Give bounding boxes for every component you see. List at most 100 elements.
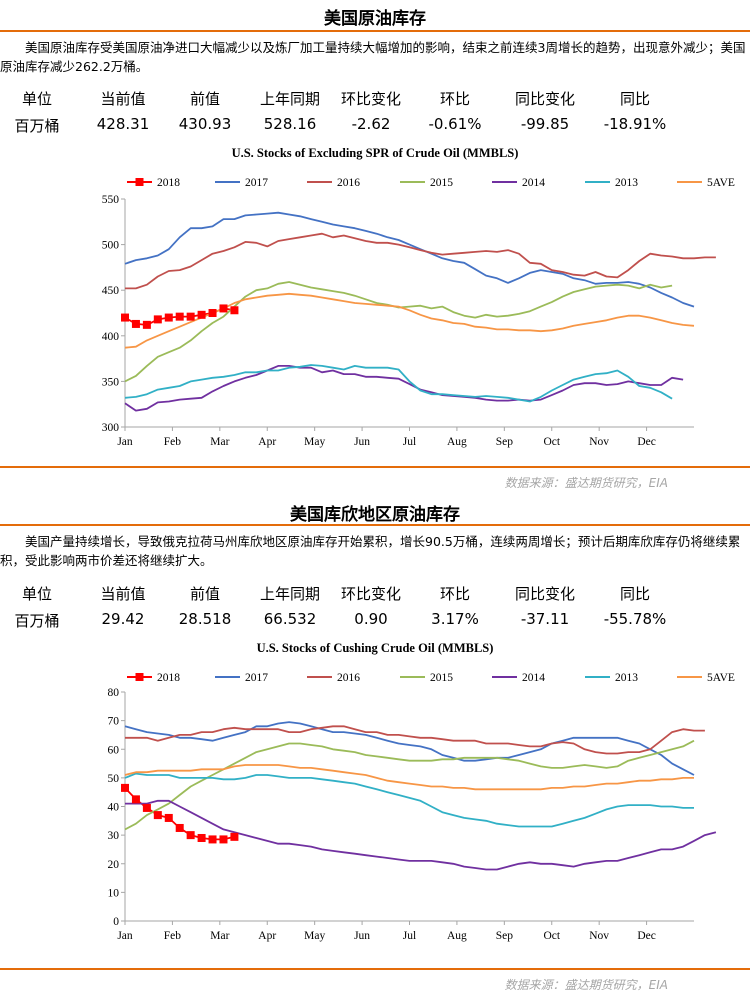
stats-value-cell: 528.16 [263,115,317,133]
y-tick-label: 0 [113,916,119,928]
divider [0,466,750,468]
data-point-2018 [175,312,184,321]
x-tick-label: Jan [117,930,133,942]
data-point-2018 [219,835,228,844]
stats-value-cell: 430.93 [178,115,232,133]
x-tick-label: Apr [258,436,276,448]
x-tick-label: Aug [447,930,467,942]
x-tick-label: Jun [354,930,370,942]
stats-header-cell: 环比 [439,585,470,603]
stats-value-cell: -55.78% [603,610,667,628]
legend-item-2014: 2014 [492,672,545,684]
stats-header-row: 单位 当前值 前值 上年同期 环比变化 环比 同比变化 同比 [0,88,750,112]
data-point-2018 [219,304,228,313]
stats-header-cell: 同比 [619,585,650,603]
stats-value-cell: -37.11 [520,610,570,628]
legend-item-2016: 2016 [307,177,360,189]
legend-label: 5AVE [707,177,735,189]
y-tick-label: 350 [102,376,120,388]
legend-item-2018: 2018 [127,177,180,189]
y-tick-label: 400 [102,331,120,343]
divider [0,30,750,32]
data-point-2018 [208,309,217,317]
chart-title: U.S. Stocks of Cushing Crude Oil (MMBLS) [257,641,494,655]
stats-value-cell: -0.61% [428,115,482,133]
legend-item-5ave: 5AVE [677,177,735,189]
data-point-2018 [186,831,195,840]
section-cushing-stocks: 美国库欣地区原油库存 美国产量持续增长，导致俄克拉荷马州库欣地区原油库存开始累积… [0,496,750,992]
section-description: 美国产量持续增长，导致俄克拉荷马州库欣地区原油库存开始累积，增长90.5万桶，连… [0,534,741,568]
data-point-2018 [142,803,151,812]
x-tick-label: Aug [447,436,467,448]
legend-label: 2013 [615,672,638,684]
legend-label: 2015 [430,672,453,684]
data-point-2018 [121,783,129,792]
data-point-2018 [164,313,173,322]
x-tick-label: Dec [637,436,656,448]
section-title: 美国库欣地区原油库存 [290,505,460,525]
legend-item-2014: 2014 [492,177,545,189]
series-line-2014 [125,799,717,871]
stats-header-cell: 单位 [21,90,52,108]
legend-label: 2014 [522,177,545,189]
data-point-2018 [175,823,184,832]
crude-stocks-chart: U.S. Stocks of Excluding SPR of Crude Oi… [102,146,735,448]
y-tick-label: 50 [108,773,120,785]
series-line-5ave [124,292,695,349]
y-tick-label: 10 [108,887,120,899]
stats-header-cell: 上年同期 [259,585,320,603]
stats-header-cell: 同比变化 [514,90,575,108]
stats-value-cell: 百万桶 [14,612,60,630]
stats-value-cell: -18.91% [603,115,667,133]
legend-item-2017: 2017 [215,177,268,189]
x-tick-label: Feb [164,436,182,448]
stats-header-cell: 环比变化 [340,90,401,108]
series-line-2015 [124,281,673,383]
y-tick-label: 30 [108,830,120,842]
legend-label: 2014 [522,672,545,684]
source-note: 数据来源：盛达期货研究，EIA [504,978,668,992]
stats-header-cell: 当前值 [100,585,146,603]
legend-item-5ave: 5AVE [677,672,735,684]
data-point-2018 [131,795,140,804]
y-tick-label: 550 [102,194,120,206]
legend-label: 2018 [157,177,180,189]
stats-header-cell: 同比变化 [514,585,575,603]
stats-value-cell: -99.85 [520,115,570,133]
divider [0,524,750,526]
stats-value-cell: -2.62 [351,115,391,133]
stats-header-cell: 同比 [619,90,650,108]
stats-header-row: 单位 当前值 前值 上年同期 环比变化 环比 同比变化 同比 [0,583,750,607]
legend-item-2017: 2017 [215,672,268,684]
x-tick-label: Oct [543,930,560,942]
stats-value-cell: 百万桶 [14,117,60,135]
data-point-2018 [164,813,173,822]
stats-value-cell: 29.42 [101,610,145,628]
x-tick-label: Apr [258,930,276,942]
x-tick-label: Jun [354,436,370,448]
stats-header-cell: 上年同期 [259,90,320,108]
x-tick-label: May [304,930,325,942]
x-tick-label: Jul [403,930,416,942]
stats-value-cell: 28.518 [178,610,232,628]
section-title: 美国原油库存 [324,9,426,29]
x-tick-label: Mar [210,930,229,942]
series-line-2013 [124,772,694,828]
x-tick-label: Nov [589,930,609,942]
legend-item-2013: 2013 [585,672,638,684]
legend-marker [135,673,144,681]
legend-label: 5AVE [707,672,735,684]
stats-value-cell: 66.532 [263,610,317,628]
legend-item-2013: 2013 [585,177,638,189]
series-line-2016 [125,725,705,755]
stats-value-cell: 428.31 [96,115,150,133]
legend-marker [135,178,144,186]
data-point-2018 [186,312,195,321]
series-line-2017 [124,721,695,776]
stats-header-cell: 当前值 [100,90,146,108]
legend-label: 2015 [430,177,453,189]
x-tick-label: Mar [210,436,229,448]
section-description: 美国原油库存受美国原油净进口大幅减少以及炼厂加工量持续大幅增加的影响，结束之前连… [0,40,746,74]
stats-header-cell: 前值 [189,90,220,108]
x-tick-label: Jan [117,436,133,448]
